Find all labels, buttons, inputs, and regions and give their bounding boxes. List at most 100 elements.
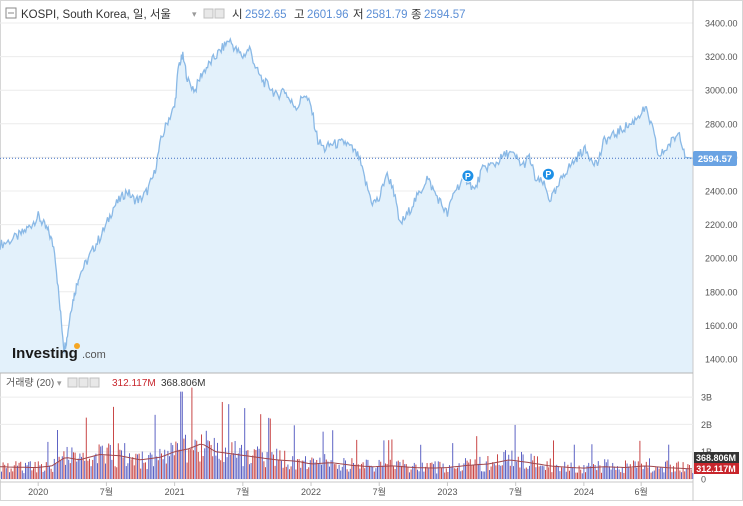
volume-bar <box>692 472 694 479</box>
volume-bar <box>129 453 130 479</box>
p-marker-icon[interactable] <box>461 169 475 183</box>
volume-bar <box>410 469 412 479</box>
volume-dropdown-icon[interactable]: ▾ <box>57 378 62 388</box>
volume-bar <box>569 470 570 479</box>
volume-bar <box>551 472 553 479</box>
volume-bar <box>239 447 241 479</box>
volume-bar <box>290 466 292 479</box>
volume-bar <box>586 465 588 479</box>
volume-bar <box>348 471 350 479</box>
x-tick-label: 7월 <box>509 486 522 497</box>
volume-bar <box>177 443 178 479</box>
volume-bar <box>274 465 276 479</box>
volume-hide-icon[interactable] <box>78 377 89 388</box>
volume-bar <box>428 468 430 479</box>
volume-bar <box>61 456 63 479</box>
volume-bar <box>589 466 591 479</box>
volume-bar <box>591 444 593 479</box>
volume-bar <box>186 462 188 479</box>
volume-close-icon[interactable] <box>89 377 100 388</box>
volume-bar <box>356 439 358 479</box>
volume-bar <box>188 449 190 479</box>
volume-tag-red <box>694 463 739 474</box>
volume-bar <box>609 466 610 479</box>
volume-bar <box>261 452 263 479</box>
volume-bar <box>372 466 374 479</box>
volume-bar <box>7 463 9 479</box>
volume-bar <box>541 465 543 479</box>
settings-icon[interactable] <box>203 8 214 19</box>
volume-bar <box>105 463 106 479</box>
volume-bar <box>639 440 641 479</box>
volume-bar <box>281 460 282 479</box>
volume-bar <box>207 440 209 479</box>
volume-bar <box>637 461 639 479</box>
volume-bar <box>465 458 466 479</box>
high-label: 고 <box>294 9 305 21</box>
volume-bar <box>481 471 482 479</box>
volume-tick-label: 0 <box>701 475 706 485</box>
volume-bar <box>292 456 294 479</box>
volume-bar <box>167 450 169 479</box>
volume-bar <box>610 469 612 479</box>
p-marker-label: P <box>465 171 471 181</box>
volume-bar <box>524 468 526 479</box>
volume-bar <box>337 468 338 479</box>
volume-bar <box>511 450 513 479</box>
volume-bar <box>66 446 68 479</box>
volume-bar <box>545 469 546 479</box>
volume-bar <box>173 455 175 479</box>
volume-bar <box>153 466 154 479</box>
volume-bar <box>287 464 289 479</box>
volume-bar <box>21 470 23 479</box>
volume-bar <box>412 465 414 479</box>
volume-bar <box>209 441 210 479</box>
volume-bar <box>361 463 362 479</box>
volume-bar <box>124 443 126 479</box>
volume-bar <box>273 454 274 479</box>
volume-bar <box>549 458 551 479</box>
open-label: 시 <box>232 8 243 21</box>
volume-bar <box>519 467 521 479</box>
volume-bar <box>621 466 623 479</box>
volume-bar <box>148 455 150 479</box>
volume-bar <box>540 465 542 479</box>
volume-bar <box>194 439 196 479</box>
volume-bar <box>191 387 193 479</box>
volume-bar <box>116 467 118 479</box>
volume-bar <box>535 467 537 479</box>
volume-bar <box>119 449 121 479</box>
volume-bar <box>225 447 226 479</box>
volume-bar <box>215 455 217 479</box>
volume-bar <box>561 467 562 479</box>
volume-bar <box>495 465 497 479</box>
volume-bar <box>578 465 580 479</box>
volume-bar <box>97 463 98 479</box>
volume-bar <box>650 472 652 479</box>
volume-bar <box>492 462 494 479</box>
volume-settings-icon[interactable] <box>67 377 78 388</box>
volume-bar <box>388 440 390 479</box>
volume-bar <box>108 443 110 479</box>
hide-icon[interactable] <box>214 8 225 19</box>
volume-bar <box>599 465 601 479</box>
minus-square-icon[interactable] <box>5 7 17 19</box>
volume-value-dark: 368.806M <box>161 378 205 389</box>
volume-bar <box>577 472 578 479</box>
volume-bar <box>85 417 87 479</box>
volume-bar <box>493 463 495 479</box>
volume-bar <box>674 471 676 479</box>
volume-bar <box>44 470 46 479</box>
symbol-dropdown-icon[interactable]: ▾ <box>192 9 197 19</box>
volume-bar <box>452 443 454 479</box>
volume-bar <box>613 466 615 479</box>
x-tick-label: 7월 <box>236 486 249 497</box>
volume-bar <box>562 467 564 479</box>
volume-bar <box>370 465 372 479</box>
volume-bar <box>602 467 604 479</box>
volume-bar <box>311 457 313 479</box>
p-marker-icon[interactable] <box>541 167 555 181</box>
volume-bar <box>263 461 265 479</box>
volume-bar <box>298 459 300 479</box>
volume-bar <box>341 466 343 479</box>
